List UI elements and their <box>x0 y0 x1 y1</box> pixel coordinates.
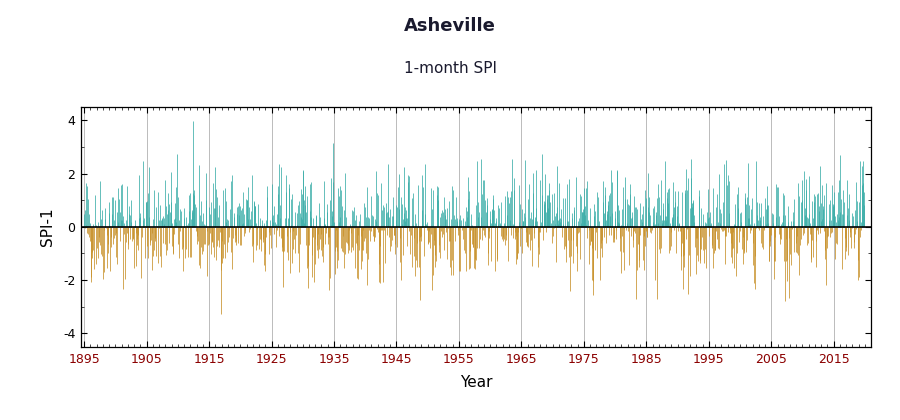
Text: 1-month SPI: 1-month SPI <box>403 61 497 76</box>
X-axis label: Year: Year <box>460 375 492 390</box>
Y-axis label: SPI-1: SPI-1 <box>40 207 55 246</box>
Text: Asheville: Asheville <box>404 17 496 35</box>
